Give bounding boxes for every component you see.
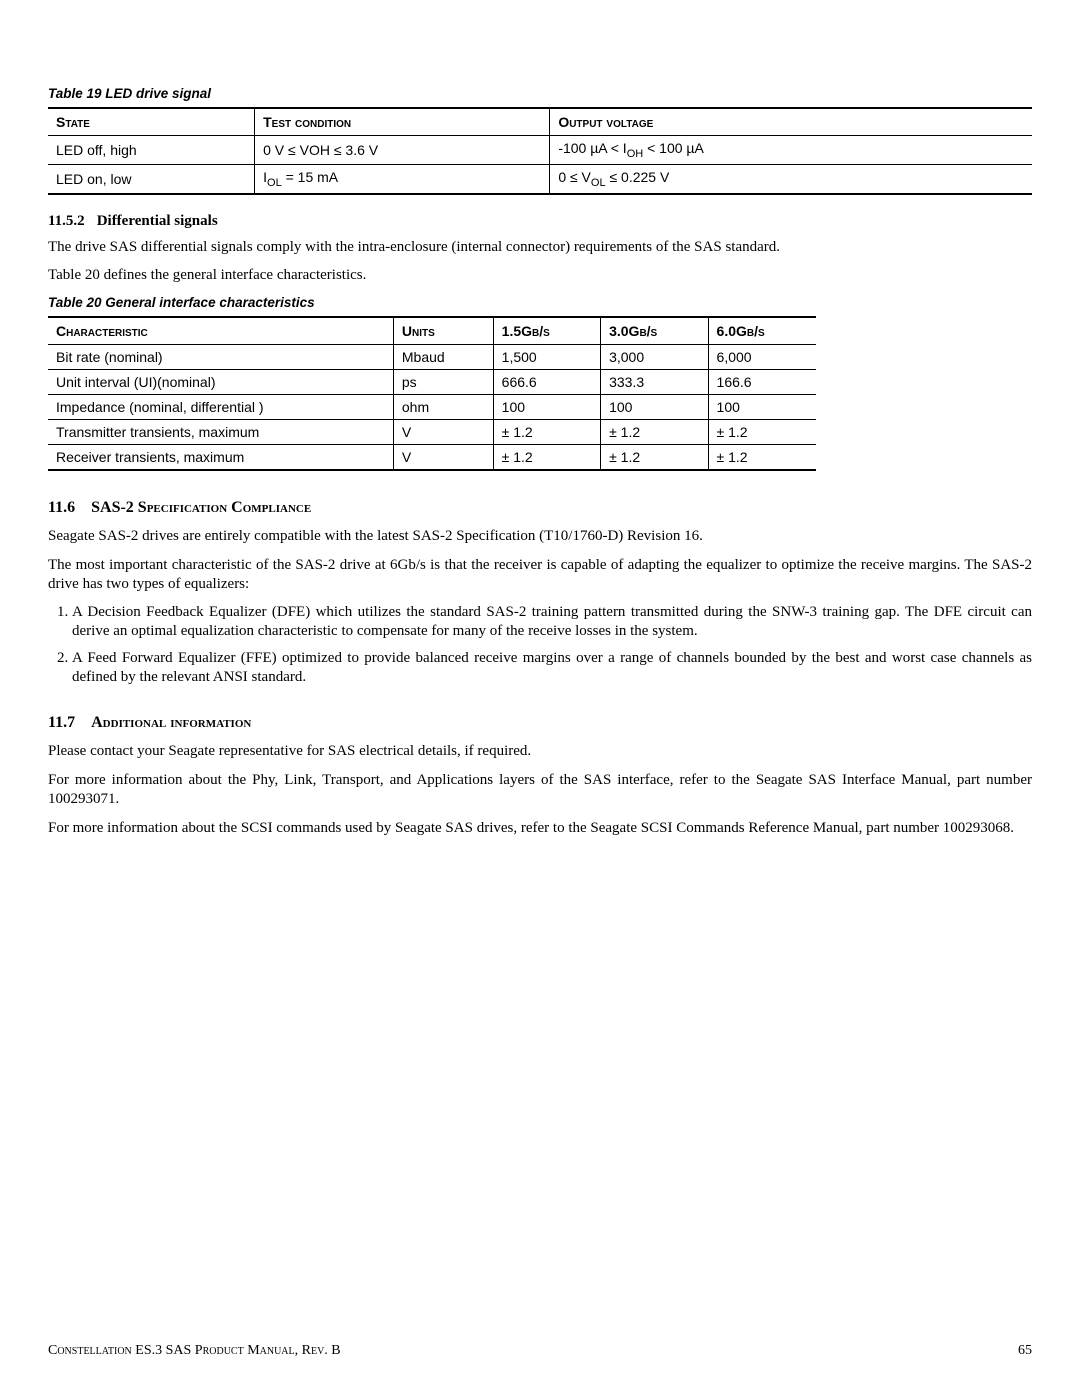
para: Please contact your Seagate representati… [48, 742, 1032, 761]
t19-r0-c1: 0 V ≤ VOH ≤ 3.6 V [255, 136, 550, 165]
footer-page-number: 65 [1018, 1343, 1032, 1359]
table-row: LED on, low IOL = 15 mA 0 ≤ VOL ≤ 0.225 … [48, 164, 1032, 193]
t19-h1: State [48, 108, 255, 136]
para: Seagate SAS-2 drives are entirely compat… [48, 527, 1032, 546]
heading-11-5-2: 11.5.2Differential signals [48, 213, 1032, 230]
para: The drive SAS differential signals compl… [48, 238, 1032, 257]
table20-caption: Table 20 General interface characteristi… [48, 295, 1032, 310]
t19-r1-c2: 0 ≤ VOL ≤ 0.225 V [550, 164, 1032, 193]
para: The most important characteristic of the… [48, 556, 1032, 594]
table19: State Test condition Output voltage LED … [48, 107, 1032, 195]
heading-11-7: 11.7Additional information [48, 714, 1032, 732]
list-item: A Feed Forward Equalizer (FFE) optimized… [72, 649, 1032, 687]
t20-h1: Characteristic [48, 317, 393, 345]
t19-h2: Test condition [255, 108, 550, 136]
table19-caption: Table 19 LED drive signal [48, 86, 1032, 101]
para: Table 20 defines the general interface c… [48, 266, 1032, 285]
table-row: Bit rate (nominal) Mbaud 1,500 3,000 6,0… [48, 345, 816, 370]
numbered-list: A Decision Feedback Equalizer (DFE) whic… [48, 603, 1032, 686]
t20-h5: 6.0Gb/s [708, 317, 815, 345]
para: For more information about the Phy, Link… [48, 771, 1032, 809]
footer-left: Constellation ES.3 SAS Product Manual, R… [48, 1343, 341, 1359]
table-row: LED off, high 0 V ≤ VOH ≤ 3.6 V -100 µA … [48, 136, 1032, 165]
t20-h2: Units [393, 317, 493, 345]
t19-h3: Output voltage [550, 108, 1032, 136]
t20-h4: 3.0Gb/s [601, 317, 708, 345]
t19-r1-c0: LED on, low [48, 164, 255, 193]
table-row: Transmitter transients, maximum V ± 1.2 … [48, 420, 816, 445]
heading-11-6: 11.6SAS-2 Specification Compliance [48, 499, 1032, 517]
table20: Characteristic Units 1.5Gb/s 3.0Gb/s 6.0… [48, 316, 816, 471]
table-row: Receiver transients, maximum V ± 1.2 ± 1… [48, 445, 816, 471]
t19-r1-c1: IOL = 15 mA [255, 164, 550, 193]
page-footer: Constellation ES.3 SAS Product Manual, R… [48, 1343, 1032, 1359]
t19-r0-c0: LED off, high [48, 136, 255, 165]
para: For more information about the SCSI comm… [48, 819, 1032, 838]
table-row: Impedance (nominal, differential ) ohm 1… [48, 395, 816, 420]
list-item: A Decision Feedback Equalizer (DFE) whic… [72, 603, 1032, 641]
t19-r0-c2: -100 µA < IOH < 100 µA [550, 136, 1032, 165]
table-row: Unit interval (UI)(nominal) ps 666.6 333… [48, 370, 816, 395]
t20-h3: 1.5Gb/s [493, 317, 600, 345]
